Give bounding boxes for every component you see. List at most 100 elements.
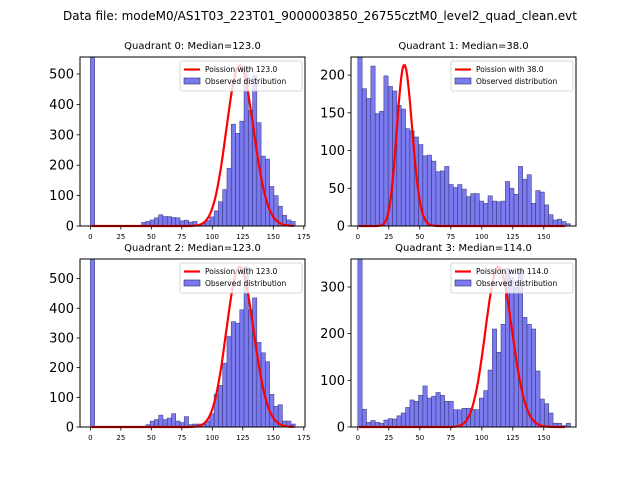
subplot-title: Quadrant 3: Median=114.0 (395, 243, 532, 254)
subplot-quadrant-3: Quadrant 3: Median=114.0 0 25 50 75 100 125 150… (320, 243, 577, 442)
histogram-bar (392, 418, 398, 428)
histogram-bar (492, 200, 497, 227)
histogram-bar (222, 189, 228, 227)
x-tick-label: 0 (88, 434, 92, 442)
legend: Poission with 123.0 Observed distribution (179, 60, 303, 92)
y-tick-label: 0 (337, 421, 345, 436)
histogram-bar (175, 217, 181, 227)
x-tick-label: 25 (384, 434, 393, 442)
histogram-bar (379, 111, 385, 227)
histogram-bar (418, 394, 424, 428)
histogram-bar (383, 75, 389, 227)
histogram-bar (452, 187, 458, 227)
x-tick-label: 75 (177, 434, 186, 442)
x-tick-label: 0 (356, 434, 360, 442)
x-tick-label: 50 (415, 233, 424, 241)
histogram-bar (209, 216, 215, 227)
histogram-bar (444, 166, 450, 227)
histogram-bar (565, 422, 571, 428)
y-tick-label: 300 (49, 128, 74, 143)
legend-label-poisson: Poission with 123.0 (205, 65, 278, 74)
x-tick-label: 50 (147, 233, 156, 241)
y-tick-label: 100 (320, 144, 345, 159)
histogram-bar (361, 408, 367, 428)
x-tick-label: 150 (267, 233, 280, 241)
histogram-bar (387, 418, 393, 428)
histogram-bar (531, 328, 537, 428)
histogram-bar (166, 417, 172, 428)
x-tick-label: 125 (506, 233, 519, 241)
legend-box (179, 60, 303, 92)
y-tick-label: 500 (49, 68, 74, 83)
histogram-bar (230, 321, 236, 428)
x-tick-label: 125 (236, 434, 249, 442)
histogram-bar (226, 167, 232, 227)
histogram-bar (171, 217, 177, 227)
histogram-bar (226, 336, 232, 428)
histogram-bar (396, 415, 402, 428)
axes-frame (350, 56, 577, 227)
y-tick-label: 200 (49, 159, 74, 174)
histogram-bar (483, 203, 489, 227)
axes-frame (79, 56, 306, 227)
y-tick-label: 0 (66, 220, 74, 235)
legend-label-poisson: Poission with 38.0 (476, 65, 544, 74)
histogram-bar (435, 392, 441, 428)
axes-frame (350, 258, 577, 428)
figure-suptitle: Data file: modeM0/AS1T03_223T01_90000038… (63, 9, 577, 23)
histogram-bar (496, 352, 502, 428)
histogram-bar (487, 369, 493, 428)
histogram-bar (509, 277, 515, 428)
legend-bar-swatch (183, 279, 201, 287)
histogram-bar (496, 201, 502, 227)
histogram-bar (400, 108, 406, 227)
x-tick-label: 175 (297, 434, 310, 442)
histogram-bar (405, 407, 411, 428)
subplot-title: Quadrant 1: Median=38.0 (398, 41, 528, 52)
y-tick-label: 100 (49, 189, 74, 204)
histogram-bar (431, 395, 437, 428)
histogram-bar (154, 217, 159, 227)
histogram-bar (222, 362, 228, 428)
y-tick-label: 400 (49, 98, 74, 113)
legend: Poission with 38.0 Observed distribution (450, 60, 574, 92)
histogram-bar (539, 398, 545, 428)
histogram-bar (166, 216, 172, 227)
histogram-bar (505, 181, 510, 227)
histogram-bar (370, 65, 376, 227)
histogram-bar (265, 361, 270, 428)
x-tick-label: 150 (267, 434, 280, 442)
legend-label-observed: Observed distribution (476, 279, 557, 288)
histogram-bar (531, 203, 537, 227)
histogram-bar (413, 401, 419, 428)
y-tick-label: 300 (320, 281, 345, 296)
histogram-bar (474, 409, 480, 428)
histogram-bar (374, 113, 380, 227)
histogram-bar (218, 385, 223, 428)
histogram-bar (154, 419, 159, 428)
histogram-bar (247, 110, 253, 227)
x-tick-label: 100 (475, 233, 488, 241)
histogram-bar (158, 214, 164, 227)
subplot-quadrant-2: Quadrant 2: Median=123.0 0 25 50 75 100 125 150… (49, 243, 310, 442)
histogram-bar (183, 416, 189, 428)
histogram-bar (90, 56, 95, 227)
histogram-bar (235, 132, 241, 227)
y-tick-label: 100 (49, 391, 74, 406)
histogram-bar (465, 196, 471, 227)
y-tick-label: 300 (49, 331, 74, 346)
histogram-bar (357, 258, 363, 428)
histogram-bar (444, 401, 450, 428)
histogram-bar (162, 216, 168, 227)
histogram-bar (544, 403, 550, 428)
histogram-bar (439, 170, 445, 227)
histogram-bar (500, 200, 506, 227)
histogram-bar (479, 397, 484, 428)
y-tick-label: 150 (320, 106, 345, 121)
x-tick-label: 75 (446, 434, 455, 442)
y-tick-label: 50 (328, 182, 345, 197)
histogram-bar (457, 184, 463, 227)
y-tick-label: 500 (49, 272, 74, 287)
histogram-bar (405, 128, 411, 227)
